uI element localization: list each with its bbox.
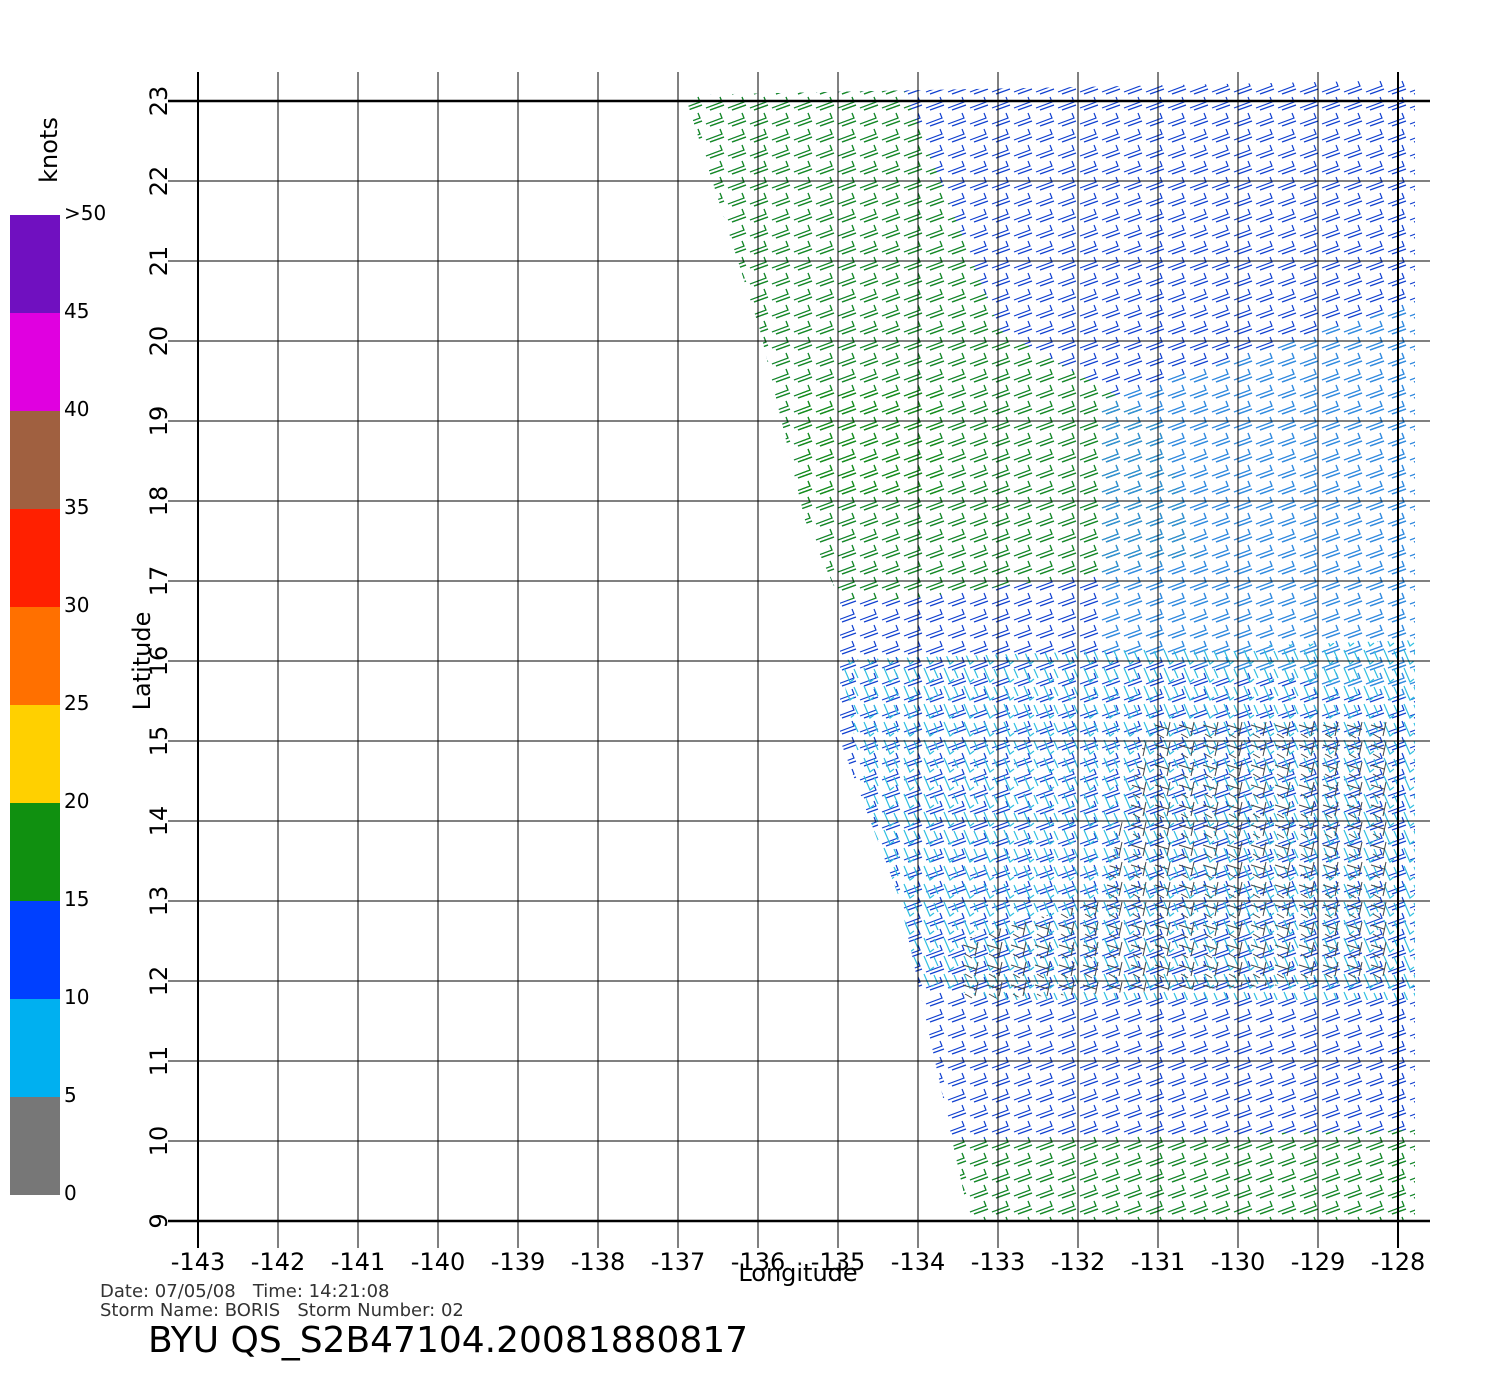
y-tick-label: 23 xyxy=(145,86,173,117)
x-tick-label: -141 xyxy=(331,1248,385,1276)
y-tick-label: 22 xyxy=(145,166,173,197)
y-tick-label: 17 xyxy=(145,566,173,597)
colorbar-segment xyxy=(10,411,60,509)
x-tick-label: -142 xyxy=(251,1248,305,1276)
y-tick-label: 12 xyxy=(145,966,173,997)
colorbar-label: >50 xyxy=(64,201,106,225)
colorbar-label: 30 xyxy=(64,593,89,617)
colorbar-segment xyxy=(10,215,60,313)
y-tick-label: 10 xyxy=(145,1126,173,1157)
date-line: Date: 07/05/08 Time: 14:21:08 xyxy=(100,1281,390,1302)
colorbar-segment xyxy=(10,705,60,803)
y-tick-label: 16 xyxy=(145,646,173,677)
y-tick-label: 20 xyxy=(145,326,173,357)
colorbar-label: 0 xyxy=(64,1181,77,1205)
y-tick-label: 13 xyxy=(145,886,173,917)
colorbar-label: 25 xyxy=(64,691,89,715)
axes: -143 -142 -141 -140 -139 -138 -137 -136 -135 -134… xyxy=(145,72,1430,1276)
colorbar-title: knots xyxy=(35,117,63,183)
storm-line: Storm Name: BORIS Storm Number: 02 xyxy=(100,1300,464,1321)
x-axis-label: Longitude xyxy=(738,1259,857,1287)
file-title: BYU QS_S2B47104.20081880817 xyxy=(148,1320,748,1361)
colorbar-segment xyxy=(10,803,60,901)
x-tick-label: -138 xyxy=(571,1248,625,1276)
y-tick-label: 21 xyxy=(145,246,173,277)
wind-field xyxy=(685,80,1415,1221)
colorbar-label: 10 xyxy=(64,985,89,1009)
colorbar-label: 45 xyxy=(64,299,89,323)
colorbar-label: 15 xyxy=(64,887,89,911)
colorbar-segment xyxy=(10,509,60,607)
x-tick-label: -139 xyxy=(491,1248,545,1276)
x-tick-label: -143 xyxy=(171,1248,225,1276)
colorbar-segment xyxy=(10,313,60,411)
colorbar-label: 20 xyxy=(64,789,89,813)
colorbar-segment xyxy=(10,901,60,999)
colorbar-segment xyxy=(10,999,60,1097)
x-tick-label: -137 xyxy=(651,1248,705,1276)
y-tick-label: 14 xyxy=(145,806,173,837)
y-axis-label: Latitude xyxy=(128,612,156,711)
y-tick-label: 18 xyxy=(145,486,173,517)
x-tick-label: -130 xyxy=(1211,1248,1265,1276)
x-tick-label: -132 xyxy=(1051,1248,1105,1276)
y-tick-label: 9 xyxy=(145,1213,173,1228)
colorbar-segment xyxy=(10,607,60,705)
colorbar-segment xyxy=(10,1097,60,1195)
colorbar-label: 5 xyxy=(64,1083,77,1107)
x-tick-label: -136 xyxy=(731,1248,785,1276)
x-tick-label: -131 xyxy=(1131,1248,1185,1276)
x-tick-label: -134 xyxy=(891,1248,945,1276)
colorbar-label: 40 xyxy=(64,397,89,421)
x-tick-label: -128 xyxy=(1371,1248,1425,1276)
colorbar-label: 35 xyxy=(64,495,89,519)
x-tick-label: -129 xyxy=(1291,1248,1345,1276)
y-tick-label: 15 xyxy=(145,726,173,757)
x-tick-label: -135 xyxy=(811,1248,865,1276)
x-tick-label: -133 xyxy=(971,1248,1025,1276)
y-tick-label: 19 xyxy=(145,406,173,437)
x-tick-label: -140 xyxy=(411,1248,465,1276)
y-tick-label: 11 xyxy=(145,1046,173,1077)
